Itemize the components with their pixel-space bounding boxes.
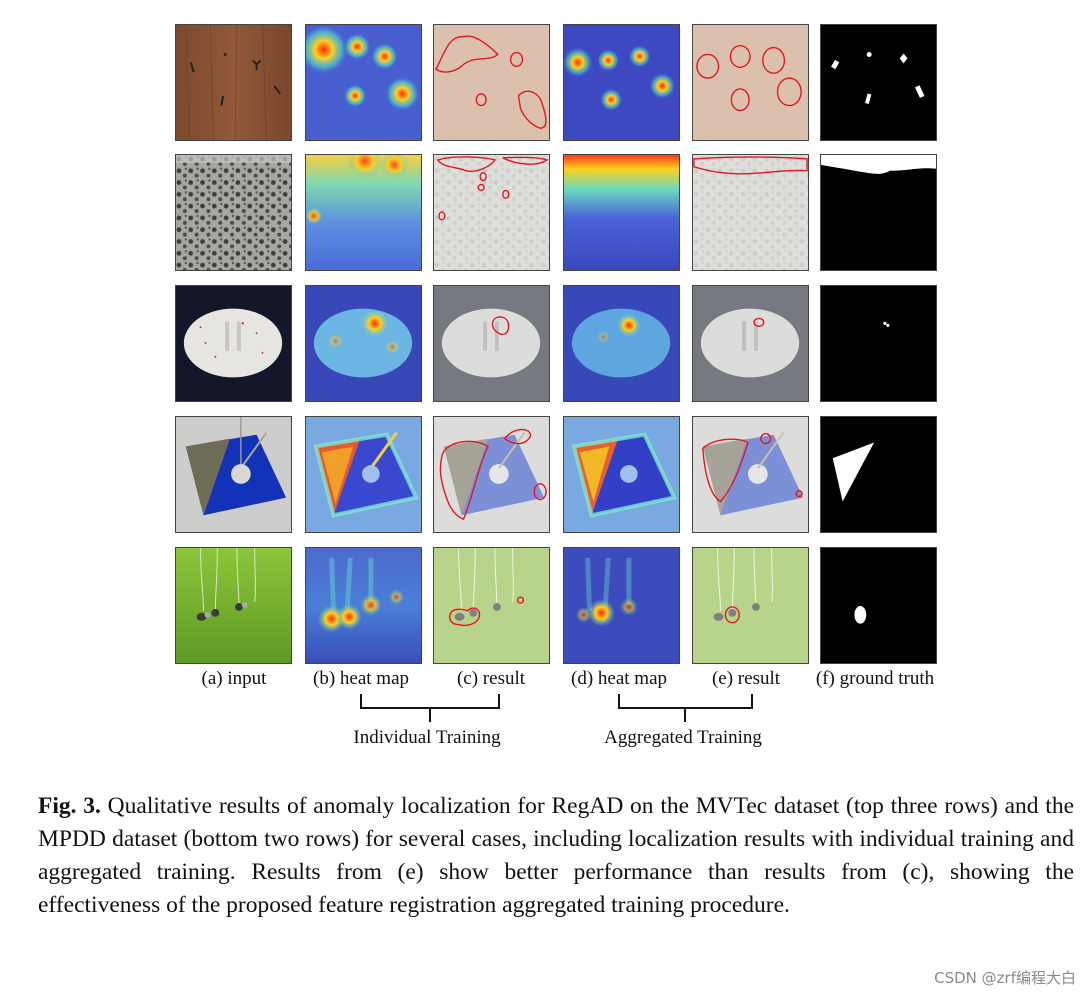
input-image-metal-plate: [175, 416, 292, 533]
result-individual-tile: [433, 154, 550, 271]
input-image-tile: [175, 154, 292, 271]
result-aggregated-metal-plate: [692, 416, 809, 533]
result-individual-tubes: [433, 547, 550, 664]
bracket-individual: [360, 694, 500, 722]
heatmap-aggregated-tile: [563, 154, 680, 271]
group-label-individual-training: Individual Training: [353, 727, 501, 748]
ground-truth-tile: [820, 154, 937, 271]
bracket-aggregated: [618, 694, 753, 722]
result-individual-wood: [433, 24, 550, 141]
result-individual-pill: [433, 285, 550, 402]
heatmap-individual-pill: [305, 285, 422, 402]
heatmap-individual-tile: [305, 154, 422, 271]
input-image-wood: [175, 24, 292, 141]
result-aggregated-pill: [692, 285, 809, 402]
column-label-input: (a) input: [201, 668, 267, 689]
result-aggregated-tile: [692, 154, 809, 271]
heatmap-individual-wood: [305, 24, 422, 141]
watermark: CSDN @zrf编程大白: [934, 969, 1076, 987]
column-label-heatmap-aggregated: (d) heat map: [570, 668, 668, 689]
heatmap-aggregated-tubes: [563, 547, 680, 664]
heatmap-individual-metal-plate: [305, 416, 422, 533]
column-label-ground-truth: (f) ground truth: [815, 668, 935, 689]
result-aggregated-wood: [692, 24, 809, 141]
heatmap-aggregated-pill: [563, 285, 680, 402]
caption-label: Fig. 3.: [38, 793, 101, 819]
input-image-tubes: [175, 547, 292, 664]
figure-caption: Fig. 3. Qualitative results of anomaly l…: [38, 790, 1074, 922]
ground-truth-metal-plate: [820, 416, 937, 533]
result-individual-metal-plate: [433, 416, 550, 533]
heatmap-aggregated-wood: [563, 24, 680, 141]
heatmap-aggregated-metal-plate: [563, 416, 680, 533]
column-label-result-individual: (c) result: [456, 668, 526, 689]
column-label-heatmap-individual: (b) heat map: [312, 668, 410, 689]
ground-truth-wood: [820, 24, 937, 141]
heatmap-individual-tubes: [305, 547, 422, 664]
figure: (a) input (b) heat map (c) result (d) he…: [175, 24, 937, 748]
ground-truth-pill: [820, 285, 937, 402]
input-image-pill: [175, 285, 292, 402]
ground-truth-tubes: [820, 547, 937, 664]
group-label-aggregated-training: Aggregated Training: [604, 727, 762, 748]
column-label-result-aggregated: (e) result: [711, 668, 781, 689]
result-aggregated-tubes: [692, 547, 809, 664]
caption-text: Qualitative results of anomaly localizat…: [38, 793, 1075, 918]
